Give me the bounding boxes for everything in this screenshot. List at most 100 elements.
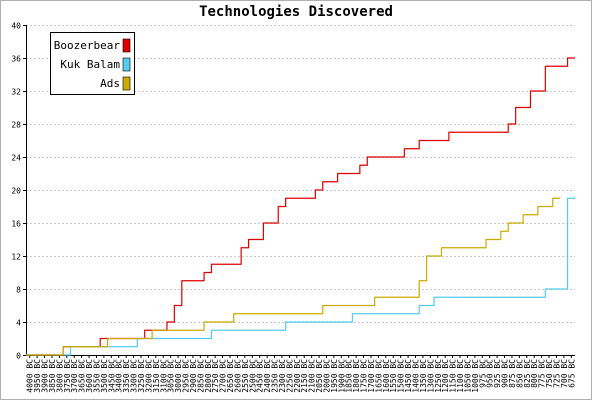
x-tick-label: 3750 BC bbox=[63, 359, 72, 393]
x-tick-label: 875 BC bbox=[508, 359, 517, 388]
x-tick-label: 2350 BC bbox=[271, 359, 280, 393]
x-tick-label: 3250 BC bbox=[137, 359, 146, 393]
x-tick-label: 2550 BC bbox=[241, 359, 250, 393]
legend-box bbox=[50, 32, 135, 95]
y-tick-label: 0 bbox=[16, 352, 21, 361]
x-tick-label: 3850 BC bbox=[48, 359, 57, 393]
x-tick-label: 2200 BC bbox=[293, 359, 302, 393]
y-tick-label: 12 bbox=[11, 253, 21, 262]
x-tick-label: 1250 BC bbox=[434, 359, 443, 393]
y-tick-label: 4 bbox=[16, 319, 21, 328]
series-line-ads bbox=[26, 197, 561, 356]
x-tick-label: 2850 BC bbox=[196, 359, 205, 393]
y-tick-label: 16 bbox=[11, 220, 21, 229]
x-tick-label: 1800 BC bbox=[352, 359, 361, 393]
x-tick-label: 3350 BC bbox=[122, 359, 131, 393]
x-tick-label: 1050 BC bbox=[463, 359, 472, 393]
x-tick-label: 3800 BC bbox=[55, 359, 64, 393]
y-tick-label: 32 bbox=[11, 88, 21, 97]
x-tick-label: 3650 BC bbox=[78, 359, 87, 393]
x-tick-label: 1500 BC bbox=[397, 359, 406, 393]
x-tick-label: 2000 BC bbox=[322, 359, 331, 393]
x-tick-label: 2500 BC bbox=[248, 359, 257, 393]
x-tick-label: 3600 BC bbox=[85, 359, 94, 393]
series-line-boozerbear bbox=[26, 57, 575, 356]
x-tick-label: 1400 BC bbox=[411, 359, 420, 393]
y-tick-labels: 0 4 8 12 16 20 24 28 32 36 40 bbox=[11, 22, 21, 361]
x-tick-label: 1150 BC bbox=[449, 359, 458, 393]
x-tick-label: 2150 BC bbox=[300, 359, 309, 393]
x-tick-label: 2300 BC bbox=[278, 359, 287, 393]
x-tick-label: 3100 BC bbox=[159, 359, 168, 393]
y-tick-label: 24 bbox=[11, 154, 21, 163]
chart-title: Technologies Discovered bbox=[199, 4, 393, 20]
legend-swatch bbox=[122, 57, 131, 72]
legend-label: Boozerbear bbox=[54, 39, 121, 52]
x-tick-label: 675 BC bbox=[567, 359, 576, 388]
x-tick-label: 1750 BC bbox=[360, 359, 369, 393]
x-tick-label: 3900 BC bbox=[41, 359, 50, 393]
x-tick-label: 950 BC bbox=[486, 359, 495, 388]
x-tick-label: 3000 BC bbox=[174, 359, 183, 393]
x-tick-label: 3450 BC bbox=[107, 359, 116, 393]
x-tick-label: 3700 BC bbox=[70, 359, 79, 393]
x-tick-label: 975 BC bbox=[478, 359, 487, 388]
x-tick-label: 925 BC bbox=[493, 359, 502, 388]
x-tick-label: 1550 BC bbox=[389, 359, 398, 393]
x-tick-label: 1900 BC bbox=[337, 359, 346, 393]
y-tick-label: 36 bbox=[11, 55, 21, 64]
x-tick-label: 2700 BC bbox=[219, 359, 228, 393]
legend: Boozerbear Kuk Balam Ads bbox=[50, 32, 135, 95]
x-tick-label: 3300 BC bbox=[130, 359, 139, 393]
x-tick-label: 800 BC bbox=[530, 359, 539, 388]
x-tick-label: 3150 BC bbox=[152, 359, 161, 393]
x-tick-label: 2100 BC bbox=[308, 359, 317, 393]
x-tick-label: 3400 BC bbox=[115, 359, 124, 393]
x-tick-label: 700 BC bbox=[560, 359, 569, 388]
x-tick-label: 825 BC bbox=[523, 359, 532, 388]
x-tick-label: 1000 BC bbox=[471, 359, 480, 393]
x-tick-label: 775 BC bbox=[538, 359, 547, 388]
x-tick-label: 2800 BC bbox=[204, 359, 213, 393]
x-tick-label: 1850 BC bbox=[345, 359, 354, 393]
x-tick-label: 1200 BC bbox=[441, 359, 450, 393]
x-tick-label: 3050 BC bbox=[167, 359, 176, 393]
x-tick-label: 2050 BC bbox=[315, 359, 324, 393]
x-tick-label: 1600 BC bbox=[382, 359, 391, 393]
x-tick-label: 2250 BC bbox=[285, 359, 294, 393]
y-tick-label: 20 bbox=[11, 187, 21, 196]
x-tick-label: 2600 BC bbox=[233, 359, 242, 393]
x-tick-label: 1950 BC bbox=[330, 359, 339, 393]
x-tick-label: 1100 BC bbox=[456, 359, 465, 393]
x-tick-label: 1700 BC bbox=[367, 359, 376, 393]
y-tick-label: 40 bbox=[11, 22, 21, 31]
legend-label: Ads bbox=[100, 77, 120, 90]
legend-label: Kuk Balam bbox=[60, 58, 120, 71]
axes bbox=[23, 25, 575, 358]
grid-lines bbox=[26, 25, 575, 323]
series-line-kuk-balam bbox=[26, 197, 575, 356]
series-lines bbox=[26, 57, 575, 356]
y-tick-label: 8 bbox=[16, 286, 21, 295]
y-tick-label: 28 bbox=[11, 121, 21, 130]
x-tick-label: 1300 BC bbox=[426, 359, 435, 393]
x-tick-label: 2450 BC bbox=[256, 359, 265, 393]
x-tick-label: 750 BC bbox=[545, 359, 554, 388]
x-tick-label: 2900 BC bbox=[189, 359, 198, 393]
legend-swatch bbox=[122, 38, 131, 53]
x-tick-label: 3550 BC bbox=[92, 359, 101, 393]
x-tick-label: 900 BC bbox=[501, 359, 510, 388]
x-tick-label: 1450 BC bbox=[404, 359, 413, 393]
x-tick-label: 850 BC bbox=[515, 359, 524, 388]
x-tick-label: 2950 BC bbox=[182, 359, 191, 393]
x-tick-label: 725 BC bbox=[552, 359, 561, 388]
legend-swatch bbox=[122, 76, 131, 91]
x-tick-label: 4000 BC bbox=[26, 359, 35, 393]
x-tick-label: 1650 BC bbox=[374, 359, 383, 393]
x-tick-label: 3200 BC bbox=[144, 359, 153, 393]
x-tick-label: 2650 BC bbox=[226, 359, 235, 393]
x-tick-label: 3950 BC bbox=[33, 359, 42, 393]
x-tick-label: 2400 BC bbox=[263, 359, 272, 393]
